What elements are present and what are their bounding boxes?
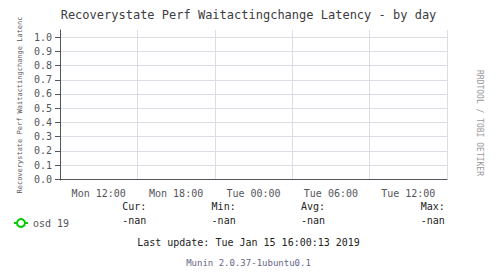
svg-text:Recoverystate Perf Waitactingc: Recoverystate Perf Waitactingchange Late…	[16, 16, 24, 193]
svg-text:-nan: -nan	[301, 215, 325, 226]
svg-text:Last update: Tue Jan 15 16:00:: Last update: Tue Jan 15 16:00:13 2019	[137, 237, 360, 248]
svg-text:Tue 06:00: Tue 06:00	[304, 188, 358, 199]
svg-text:-nan: -nan	[122, 215, 146, 226]
svg-text:Cur:: Cur:	[122, 201, 146, 212]
svg-text:0.4: 0.4	[34, 117, 52, 128]
svg-text:Tue 12:00: Tue 12:00	[381, 188, 435, 199]
svg-text:0.2: 0.2	[34, 145, 52, 156]
svg-text:Tue 00:00: Tue 00:00	[226, 188, 280, 199]
svg-text:-nan: -nan	[421, 215, 445, 226]
svg-text:0.3: 0.3	[34, 131, 52, 142]
svg-text:Munin 2.0.37-1ubuntu0.1: Munin 2.0.37-1ubuntu0.1	[186, 258, 311, 268]
svg-text:Min:: Min:	[212, 201, 236, 212]
svg-text:0.1: 0.1	[34, 160, 52, 171]
svg-text:0.8: 0.8	[34, 60, 52, 71]
svg-text:-nan: -nan	[212, 215, 236, 226]
svg-text:0.5: 0.5	[34, 103, 52, 114]
svg-text:0.0: 0.0	[34, 174, 52, 185]
svg-text:0.7: 0.7	[34, 74, 52, 85]
svg-text:Max:: Max:	[421, 201, 445, 212]
svg-text:1.0: 1.0	[34, 32, 52, 43]
svg-text:Recoverystate Perf Waitactingc: Recoverystate Perf Waitactingchange Late…	[61, 8, 437, 22]
svg-text:0.9: 0.9	[34, 46, 52, 57]
svg-text:Avg:: Avg:	[301, 201, 325, 212]
svg-text:Mon 12:00: Mon 12:00	[72, 188, 126, 199]
svg-text:RRDTOOL / TOBI OETIKER: RRDTOOL / TOBI OETIKER	[475, 70, 484, 176]
svg-text:Mon 18:00: Mon 18:00	[149, 188, 203, 199]
svg-text:0.6: 0.6	[34, 88, 52, 99]
svg-text:osd 19: osd 19	[33, 218, 69, 229]
